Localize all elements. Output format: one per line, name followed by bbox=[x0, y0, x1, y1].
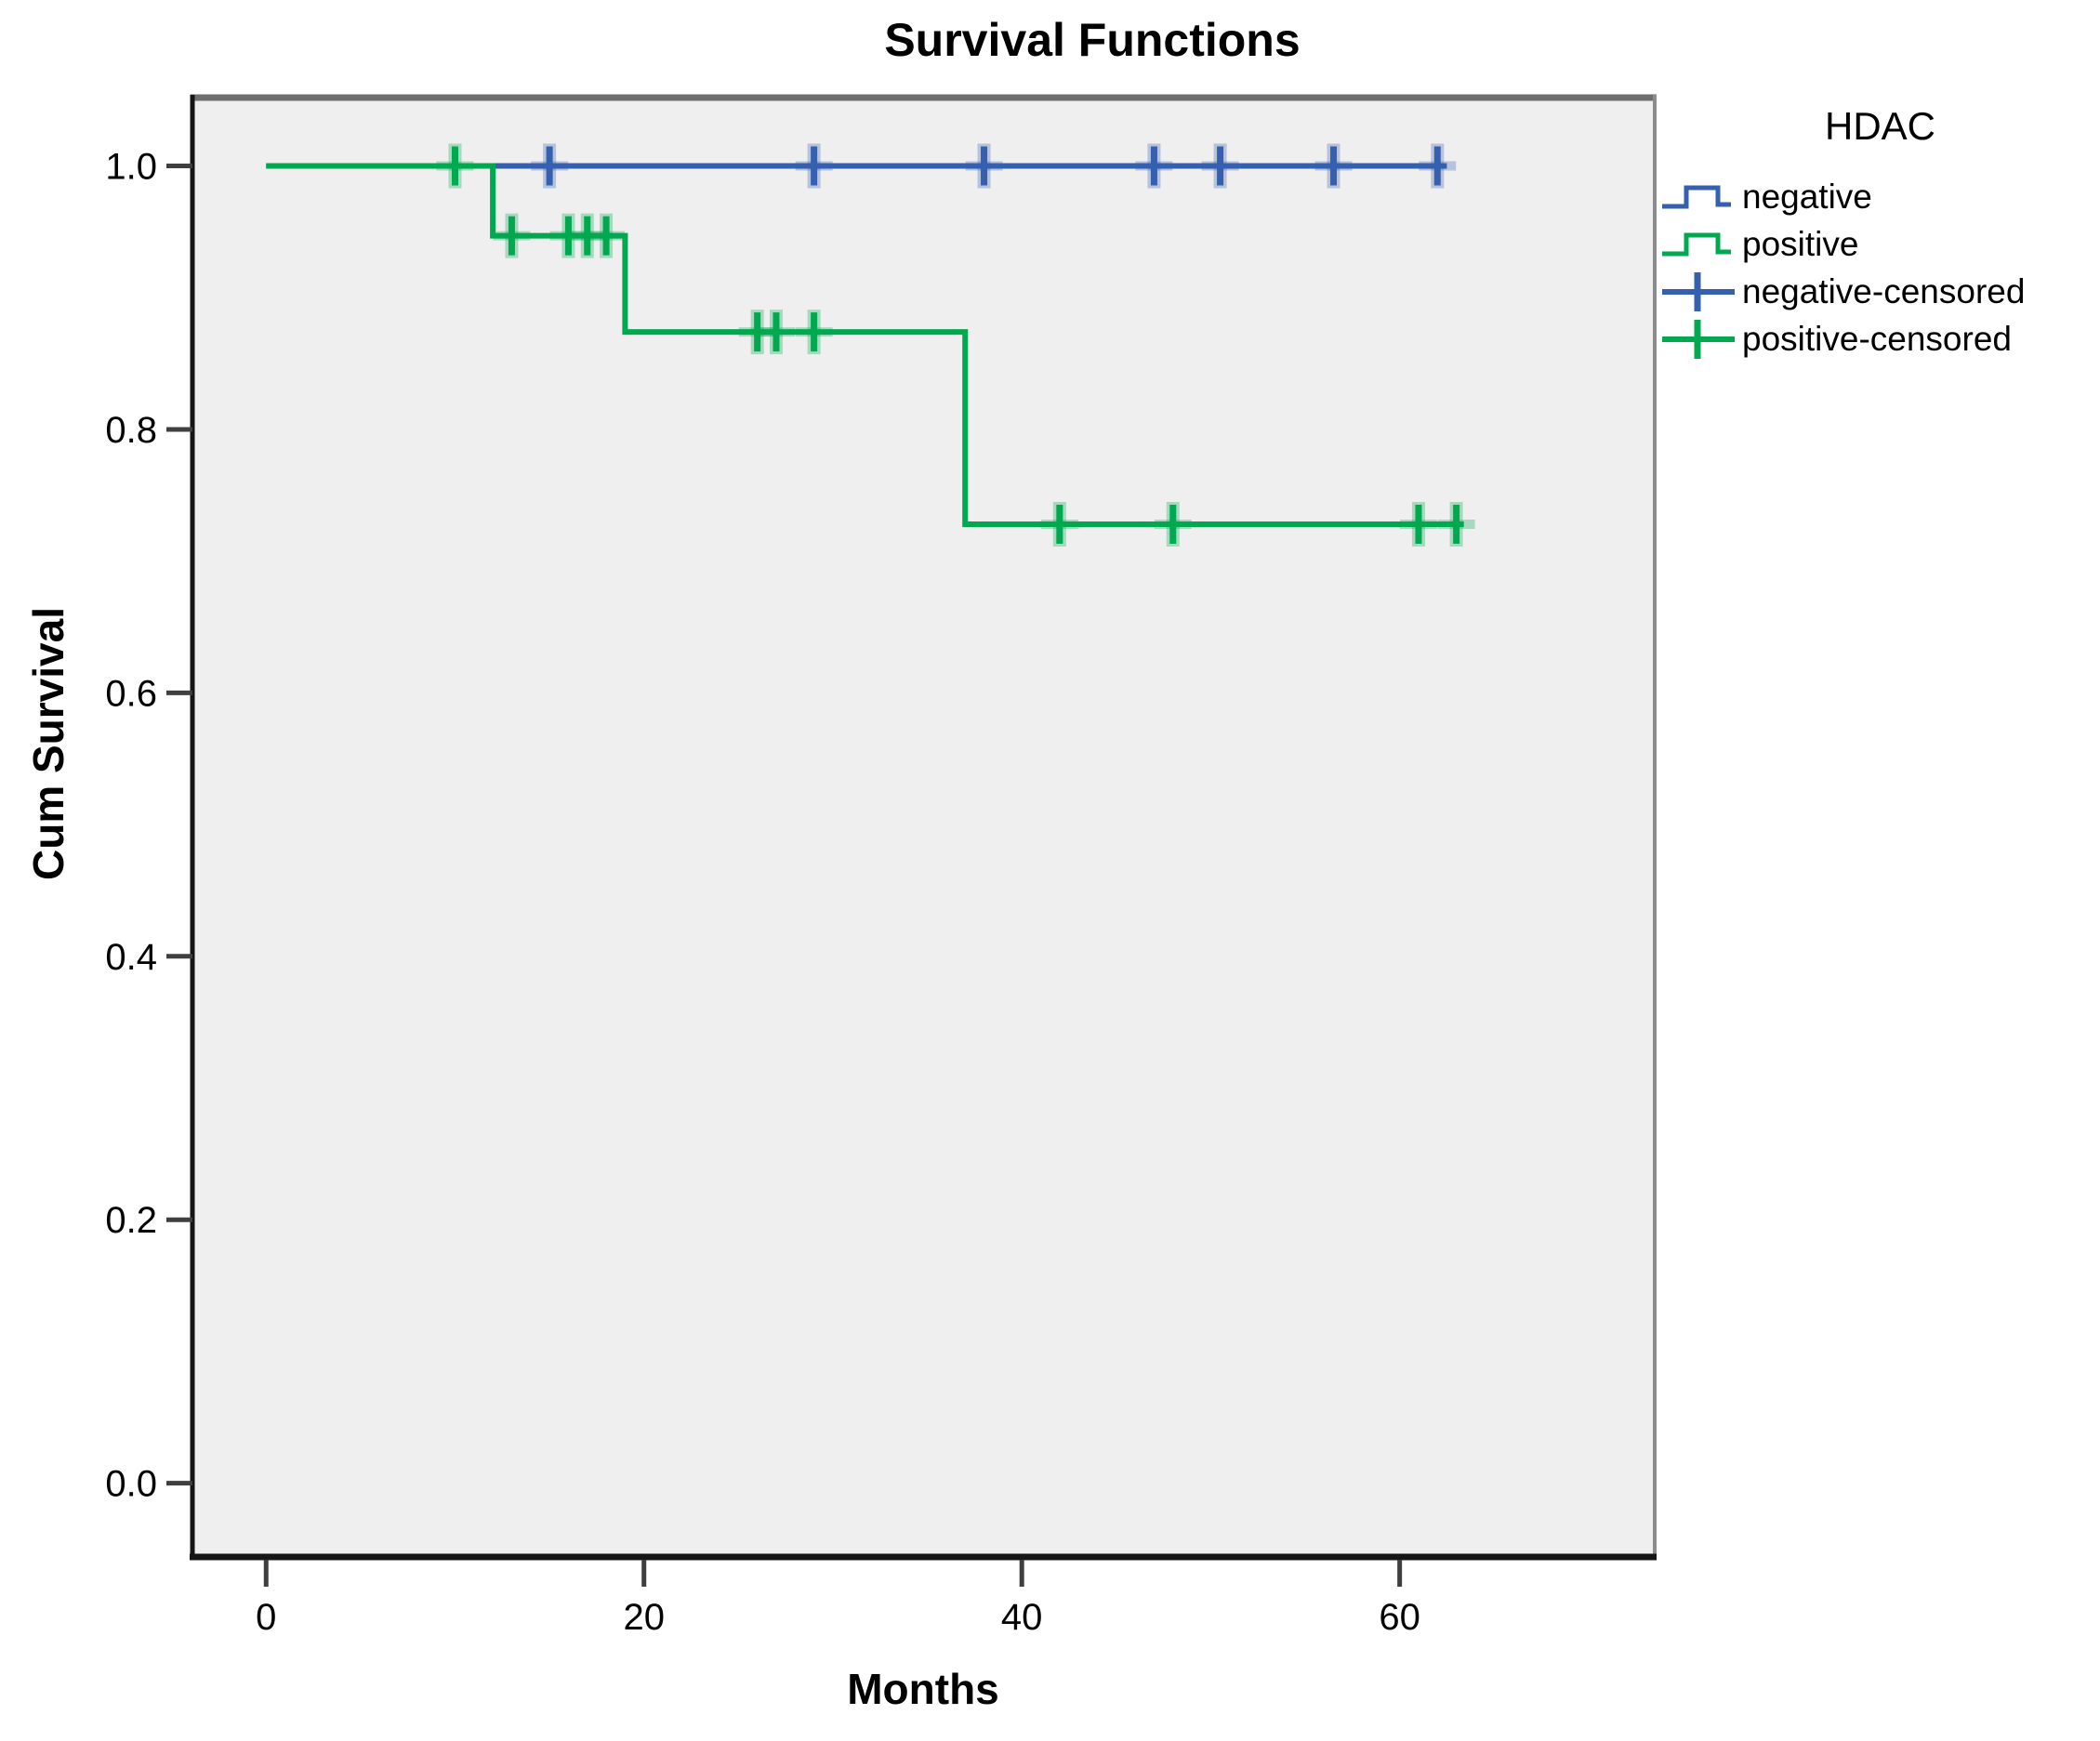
positive-censored-cross-icon bbox=[1662, 319, 1735, 359]
y-tick-label-0.4: 0.4 bbox=[105, 937, 157, 978]
y-tick-label-0.6: 0.6 bbox=[105, 673, 157, 714]
chart-title: Survival Functions bbox=[884, 14, 1301, 66]
y-tick-label-0.2: 0.2 bbox=[105, 1200, 157, 1241]
x-tick-label-0: 0 bbox=[256, 1597, 276, 1638]
x-tick-label-40: 40 bbox=[1001, 1597, 1043, 1638]
legend-entry-negative: negative bbox=[1660, 173, 2100, 220]
positive-step-line-icon bbox=[1662, 232, 1731, 256]
negative-step-line-icon bbox=[1662, 185, 1731, 208]
legend: HDAC negative positive negative-censored po… bbox=[1660, 104, 2100, 363]
x-tick-label-60: 60 bbox=[1379, 1597, 1420, 1638]
legend-entry-negative-censored: negative-censored bbox=[1660, 268, 2100, 315]
x-axis-title: Months bbox=[847, 1665, 999, 1713]
step-line-glyph bbox=[1662, 185, 1731, 208]
series-positive-line bbox=[266, 163, 1464, 527]
y-tick-label-1.0: 1.0 bbox=[105, 147, 157, 188]
step-line-glyph bbox=[1662, 232, 1731, 256]
negative-censored-cross-icon bbox=[1662, 271, 1735, 311]
legend-label: negative bbox=[1742, 178, 1872, 216]
legend-title: HDAC bbox=[1824, 104, 1935, 148]
x-tick-label-20: 20 bbox=[623, 1597, 665, 1638]
legend-entry-positive: positive bbox=[1660, 220, 2100, 268]
legend-label: negative-censored bbox=[1742, 272, 2026, 310]
y-tick-label-0.8: 0.8 bbox=[105, 410, 157, 451]
legend-entry-positive-censored: positive-censored bbox=[1660, 315, 2100, 363]
legend-label: positive-censored bbox=[1742, 320, 2012, 358]
y-tick-label-0.0: 0.0 bbox=[105, 1464, 157, 1505]
legend-rows: negative positive negative-censored positiv… bbox=[1660, 173, 2100, 363]
legend-label: positive bbox=[1742, 225, 1859, 263]
plot-area bbox=[192, 95, 1655, 1557]
